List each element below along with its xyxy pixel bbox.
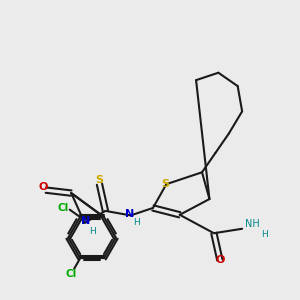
Text: O: O	[215, 255, 224, 265]
Text: Cl: Cl	[66, 269, 77, 279]
Text: H: H	[90, 226, 96, 236]
Text: O: O	[38, 182, 48, 192]
Text: NH: NH	[245, 219, 260, 229]
Text: N: N	[124, 209, 134, 219]
Text: Cl: Cl	[58, 203, 69, 213]
Text: H: H	[261, 230, 268, 239]
Text: S: S	[95, 175, 104, 185]
Text: H: H	[133, 218, 140, 227]
Text: N: N	[82, 216, 91, 226]
Text: S: S	[161, 178, 169, 189]
